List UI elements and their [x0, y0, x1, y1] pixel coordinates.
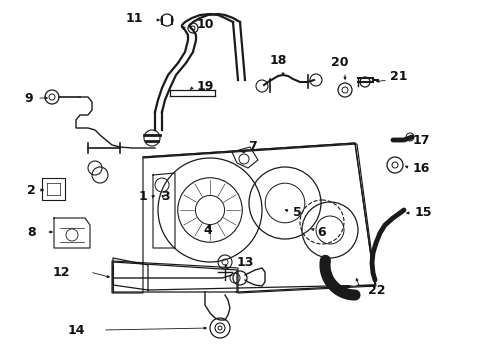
Text: 19: 19	[197, 81, 215, 94]
Text: 14: 14	[68, 324, 85, 337]
Text: 1: 1	[138, 190, 147, 203]
Text: 13: 13	[237, 256, 254, 270]
Text: 22: 22	[368, 284, 386, 297]
Text: 20: 20	[331, 57, 349, 69]
Text: 6: 6	[317, 225, 326, 238]
Text: 4: 4	[203, 224, 212, 237]
Text: 3: 3	[161, 190, 170, 203]
Text: 5: 5	[293, 206, 302, 219]
Text: 21: 21	[390, 69, 408, 82]
Text: 12: 12	[52, 266, 70, 279]
Text: 16: 16	[413, 162, 430, 175]
Text: 8: 8	[27, 225, 36, 238]
Text: 11: 11	[125, 12, 143, 24]
Text: 2: 2	[27, 184, 36, 197]
Text: 15: 15	[415, 207, 433, 220]
Text: 18: 18	[270, 54, 287, 67]
Text: 17: 17	[413, 134, 431, 147]
Text: 10: 10	[197, 18, 215, 31]
Text: 7: 7	[248, 140, 257, 153]
Text: 9: 9	[24, 91, 33, 104]
